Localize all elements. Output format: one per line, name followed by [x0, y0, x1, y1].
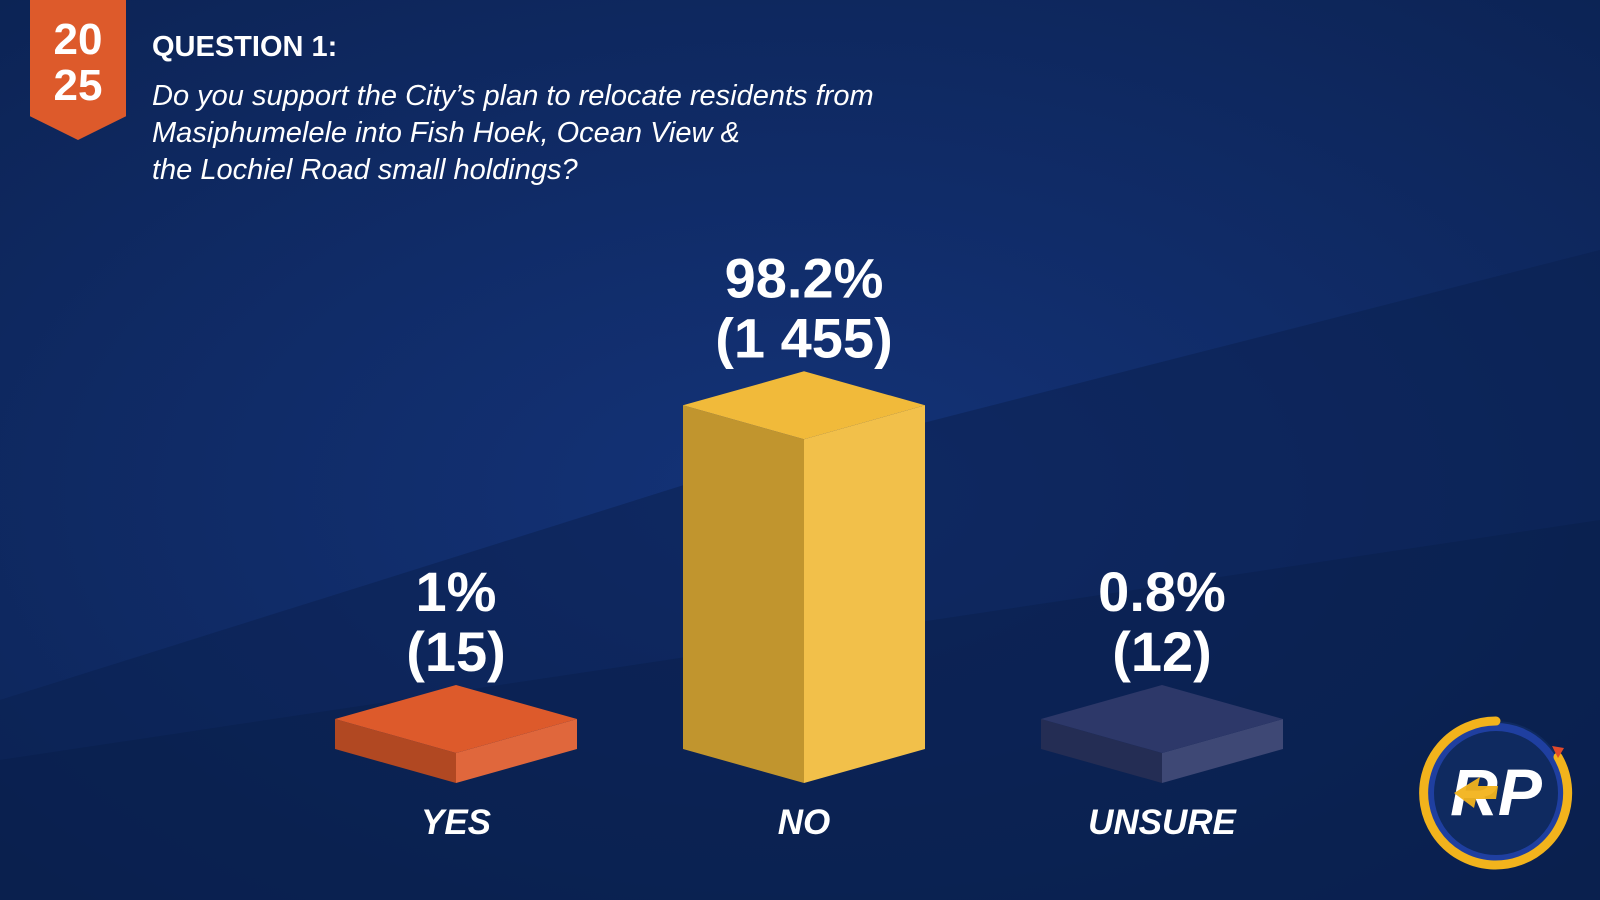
rp-logo-icon: RP: [1418, 715, 1574, 871]
bar-yes-count-label: (15): [406, 620, 506, 683]
question-line-3: the Lochiel Road small holdings?: [152, 154, 578, 186]
bar-no-count-label: (1 455): [715, 306, 892, 369]
bar-no-left-face: [683, 405, 804, 783]
bar-yes-left-face: [335, 719, 456, 783]
bar-yes-right-face: [456, 719, 577, 783]
bar-yes-value-label: 1%: [416, 560, 497, 623]
category-label-unsure: UNSURE: [1088, 803, 1237, 842]
bar-unsure-right-face: [1162, 719, 1283, 783]
bar-no-top-face: [683, 371, 925, 440]
bar-unsure-top-face: [1041, 685, 1283, 753]
bar-no-right-face: [804, 405, 925, 783]
question-text: Do you support the City’s plan to reloca…: [152, 78, 952, 189]
bar-unsure-value-label: 0.8%: [1098, 560, 1226, 623]
year-badge: 20 25: [30, 0, 126, 140]
question-title: QUESTION 1:: [152, 31, 338, 63]
year-badge-top: 20: [53, 15, 103, 64]
bar-unsure-left-face: [1041, 719, 1162, 783]
category-label-yes: YES: [421, 803, 491, 842]
bar-yes-top-face: [335, 685, 577, 753]
question-line-2: Masiphumelele into Fish Hoek, Ocean View…: [152, 117, 740, 149]
bar-no-value-label: 98.2%: [725, 246, 884, 309]
year-badge-bottom: 25: [53, 61, 103, 110]
category-label-no: NO: [778, 803, 831, 842]
bar-unsure-count-label: (12): [1112, 620, 1212, 683]
question-line-1: Do you support the City’s plan to reloca…: [152, 80, 874, 112]
